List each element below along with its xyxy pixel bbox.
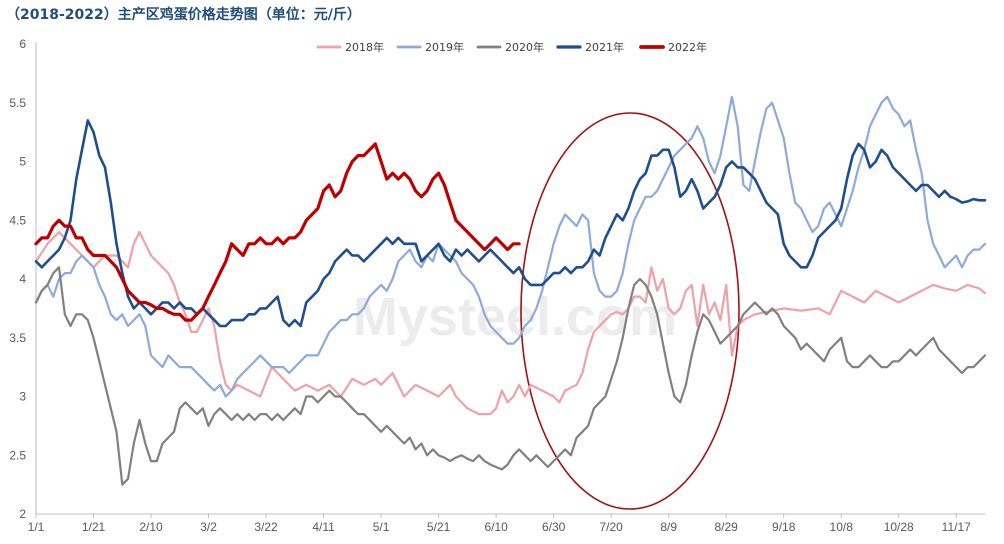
y-tick-label: 3 (19, 390, 26, 404)
legend-label-2022: 2022年 (668, 40, 707, 54)
x-tick-label: 11/17 (942, 520, 971, 534)
series-line-2022 (34, 142, 521, 322)
chart-legend: 2018年 2019年 2020年 2021年 2022年 (316, 40, 707, 54)
chart-axes (35, 42, 985, 515)
highlight-ellipse-shape (520, 112, 740, 510)
x-tick-label: 2/10 (139, 520, 163, 534)
y-tick-label: 6 (19, 37, 26, 51)
x-tick-label: 7/20 (599, 520, 623, 534)
x-tick-label: 6/10 (484, 520, 508, 534)
x-tick-label: 1/21 (82, 520, 106, 534)
watermark-text: Mysteel.com (353, 287, 677, 347)
series-line-2021 (34, 119, 987, 328)
x-tick-label: 5/21 (427, 520, 451, 534)
legend-label-2020: 2020年 (505, 40, 544, 54)
y-tick-label: 2 (19, 507, 26, 521)
x-tick-label: 1/1 (28, 520, 45, 534)
x-tick-label: 9/18 (772, 520, 796, 534)
watermark: Mysteel.com (353, 287, 677, 347)
x-tick-label: 10/28 (884, 520, 914, 534)
x-tick-label: 8/29 (715, 520, 739, 534)
legend-label-2021: 2021年 (585, 40, 624, 54)
highlight-ellipse (520, 112, 740, 510)
series-line-2020 (34, 266, 987, 486)
x-tick-label: 3/22 (254, 520, 278, 534)
series-lines (34, 95, 987, 486)
y-axis-ticks: 2 2.5 3 3.5 4 4.5 5 5.5 6 (9, 37, 26, 521)
legend-label-2018: 2018年 (345, 40, 384, 54)
x-tick-label: 3/2 (200, 520, 217, 534)
y-tick-label: 5 (19, 155, 26, 169)
y-tick-label: 3.5 (9, 331, 26, 345)
x-tick-label: 8/9 (660, 520, 677, 534)
x-tick-label: 5/1 (373, 520, 390, 534)
x-tick-label: 4/11 (312, 520, 335, 534)
series-line-2019 (34, 95, 987, 398)
chart-title: （2018-2022）主产区鸡蛋价格走势图（单位：元/斤） (6, 7, 361, 23)
y-tick-label: 4.5 (9, 213, 26, 227)
y-tick-label: 5.5 (9, 96, 26, 110)
y-tick-label: 4 (19, 272, 26, 286)
series-line-2018 (34, 230, 987, 416)
y-tick-label: 2.5 (9, 448, 26, 462)
legend-label-2019: 2019年 (425, 40, 464, 54)
x-axis-ticks: 1/1 1/21 2/10 3/2 3/22 4/11 5/1 5/21 6/10 6/30 7/2… (28, 514, 971, 534)
x-tick-label: 6/30 (542, 520, 566, 534)
x-tick-label: 10/8 (830, 520, 854, 534)
